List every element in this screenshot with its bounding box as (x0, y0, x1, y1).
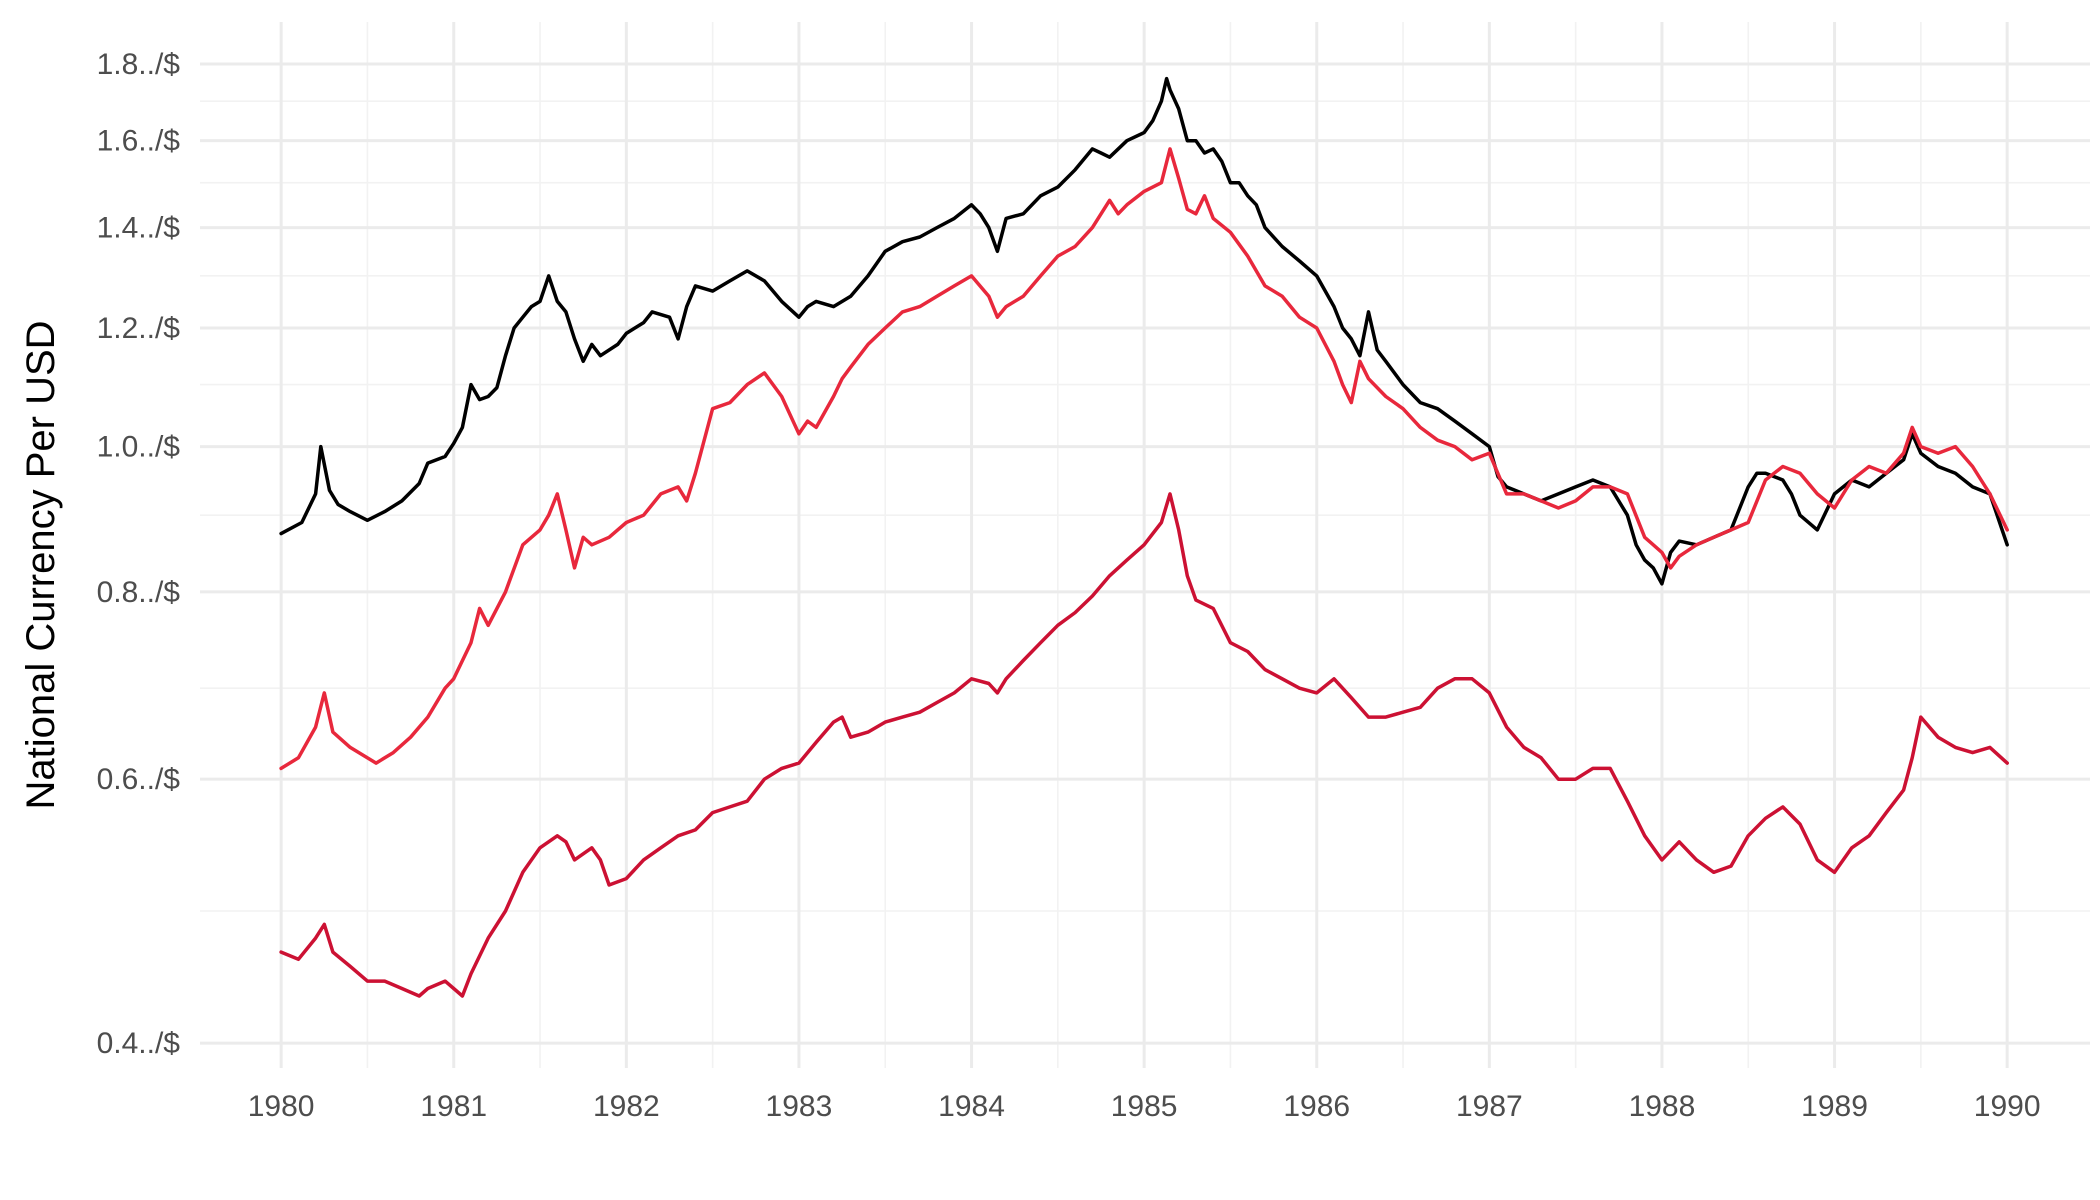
grid (200, 22, 2090, 1068)
y-tick-label: 1.6../$ (97, 125, 181, 158)
y-tick-label: 0.6../$ (97, 763, 181, 796)
x-tick-label: 1986 (1283, 1090, 1350, 1123)
series-line-1 (279, 76, 2009, 586)
y-tick-label: 1.0../$ (97, 431, 181, 464)
y-tick-label: 1.8../$ (97, 48, 181, 81)
x-tick-label: 1982 (593, 1090, 660, 1123)
x-tick-label: 1983 (766, 1090, 833, 1123)
y-tick-label: 0.4../$ (97, 1027, 181, 1060)
x-axis-tick-labels: 1980 1981 1982 1983 1984 1985 1986 1987 1988 1989… (248, 1090, 2041, 1123)
y-axis-title: National Currency Per USD (19, 320, 63, 809)
x-tick-label: 1990 (1974, 1090, 2041, 1123)
x-tick-label: 1981 (420, 1090, 487, 1123)
x-tick-label: 1987 (1456, 1090, 1523, 1123)
y-axis-tick-labels: 0.4../$ 0.6../$ 0.8../$ 1.0../$ 1.2../$ 1.4..… (97, 48, 181, 1060)
series-line-2 (279, 147, 2009, 771)
y-tick-label: 0.8../$ (97, 576, 181, 609)
x-tick-label: 1980 (248, 1090, 315, 1123)
series-group (279, 76, 2009, 998)
x-tick-label: 1985 (1111, 1090, 1178, 1123)
y-tick-label: 1.4../$ (97, 212, 181, 245)
x-tick-label: 1989 (1801, 1090, 1868, 1123)
x-tick-label: 1984 (938, 1090, 1005, 1123)
x-tick-label: 1988 (1629, 1090, 1696, 1123)
series-line-3 (279, 492, 2009, 998)
y-tick-label: 1.2../$ (97, 312, 181, 345)
